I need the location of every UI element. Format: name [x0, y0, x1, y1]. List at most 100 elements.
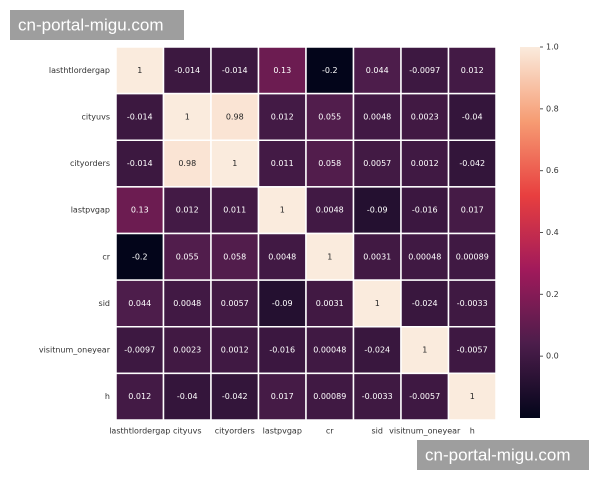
heatmap-cell: [305, 326, 355, 375]
cell-label: -0.016: [269, 346, 295, 355]
y-tick-label: cityorders: [70, 159, 110, 168]
colorbar-tick-label: 1.0: [546, 43, 559, 52]
cell-label: 0.0057: [363, 159, 391, 168]
cell-label: 0.0012: [221, 346, 249, 355]
x-tick-label: cr: [326, 427, 334, 436]
cell-label: -0.014: [127, 112, 153, 121]
cell-label: -0.2: [132, 252, 148, 261]
heatmap-cell: [257, 326, 307, 375]
cell-label: 0.0048: [316, 206, 344, 215]
heatmap-cell: [447, 139, 497, 188]
cell-label: 1: [232, 159, 237, 168]
cell-label: 0.00048: [313, 346, 346, 355]
cell-label: 0.011: [223, 206, 246, 215]
heatmap-cell: [400, 139, 450, 188]
heatmap-cell: [257, 232, 307, 281]
heatmap-cell: [400, 46, 450, 95]
heatmap-cell: [352, 372, 402, 421]
heatmap-cell: [115, 279, 165, 328]
cell-label: 0.0048: [173, 299, 201, 308]
heatmap-cell: [257, 92, 307, 141]
cell-label: -0.2: [322, 66, 338, 75]
heatmap-cell: [115, 232, 165, 281]
heatmap-cell: [162, 372, 212, 421]
cell-label: -0.014: [127, 159, 153, 168]
cell-label: -0.09: [367, 206, 388, 215]
heatmap-cell: [447, 326, 497, 375]
heatmap-cell: [257, 186, 307, 235]
cell-label: 1: [280, 206, 285, 215]
heatmap-cell: [305, 92, 355, 141]
x-tick-label: lastpvgap: [263, 427, 302, 436]
cell-label: 0.017: [271, 392, 294, 401]
cell-label: -0.042: [459, 159, 485, 168]
heatmap-cell: [210, 279, 260, 328]
cell-label: -0.0097: [409, 66, 440, 75]
cell-label: -0.016: [412, 206, 438, 215]
heatmap-cell: [352, 232, 402, 281]
heatmap-cell: [162, 92, 212, 141]
heatmap-cell: [162, 139, 212, 188]
colorbar-tick-label: 0.4: [546, 228, 559, 237]
cell-label: -0.0097: [124, 346, 155, 355]
heatmap-cell: [210, 186, 260, 235]
heatmap-cell: [305, 232, 355, 281]
heatmap-cell: [447, 46, 497, 95]
cell-label: -0.0057: [457, 346, 488, 355]
cell-label: 0.017: [461, 206, 484, 215]
cell-label: -0.024: [412, 299, 438, 308]
heatmap-cell: [447, 186, 497, 235]
cell-label: 0.012: [461, 66, 484, 75]
cell-label: -0.0033: [362, 392, 393, 401]
cell-label: 1: [375, 299, 380, 308]
cell-label: 0.00048: [408, 252, 441, 261]
cell-label: 1: [422, 346, 427, 355]
x-tick-label: h: [470, 427, 475, 436]
heatmap-cell: [400, 279, 450, 328]
heatmap-cell: [447, 372, 497, 421]
cell-label: -0.014: [174, 66, 200, 75]
cell-label: -0.04: [177, 392, 198, 401]
cell-label: 0.0023: [173, 346, 201, 355]
cell-label: 0.98: [226, 112, 244, 121]
x-tick-label: cityorders: [215, 427, 255, 436]
cell-label: 0.0031: [316, 299, 344, 308]
heatmap-cell: [352, 186, 402, 235]
colorbar: [520, 47, 540, 418]
cell-label: 1: [185, 112, 190, 121]
cell-label: 0.0048: [363, 112, 391, 121]
cell-label: 0.012: [176, 206, 199, 215]
watermark-box: [10, 10, 184, 40]
cell-label: -0.042: [222, 392, 248, 401]
cell-label: 0.012: [128, 392, 151, 401]
cell-label: 0.044: [128, 299, 151, 308]
watermark-box: [417, 440, 589, 470]
heatmap-cell: [115, 139, 165, 188]
heatmap-cell: [447, 279, 497, 328]
watermark: cn-portal-migu.com: [18, 15, 164, 34]
cell-label: 0.00089: [313, 392, 346, 401]
cell-label: 0.058: [318, 159, 341, 168]
heatmap-cell: [305, 279, 355, 328]
heatmap-cell: [447, 92, 497, 141]
heatmap-cell: [400, 372, 450, 421]
cell-label: 0.0012: [411, 159, 439, 168]
colorbar-tick-label: 0.2: [546, 290, 559, 299]
cell-label: -0.09: [272, 299, 293, 308]
heatmap-cell: [305, 372, 355, 421]
cell-label: 0.055: [176, 252, 199, 261]
y-tick-label: cityuvs: [82, 112, 110, 121]
cell-label: 0.044: [366, 66, 389, 75]
cell-label: 0.0048: [268, 252, 296, 261]
colorbar-tick-label: 0.8: [546, 104, 559, 113]
heatmap-cell: [352, 92, 402, 141]
x-tick-label: cityuvs: [173, 427, 201, 436]
cell-label: 0.011: [271, 159, 294, 168]
y-tick-label: lastpvgap: [71, 206, 110, 215]
cell-label: 0.0057: [221, 299, 249, 308]
heatmap-cell: [162, 279, 212, 328]
cell-label: -0.0033: [457, 299, 488, 308]
heatmap-cell: [352, 326, 402, 375]
y-tick-label: visitnum_oneyear: [39, 346, 111, 355]
y-tick-label: h: [105, 392, 110, 401]
